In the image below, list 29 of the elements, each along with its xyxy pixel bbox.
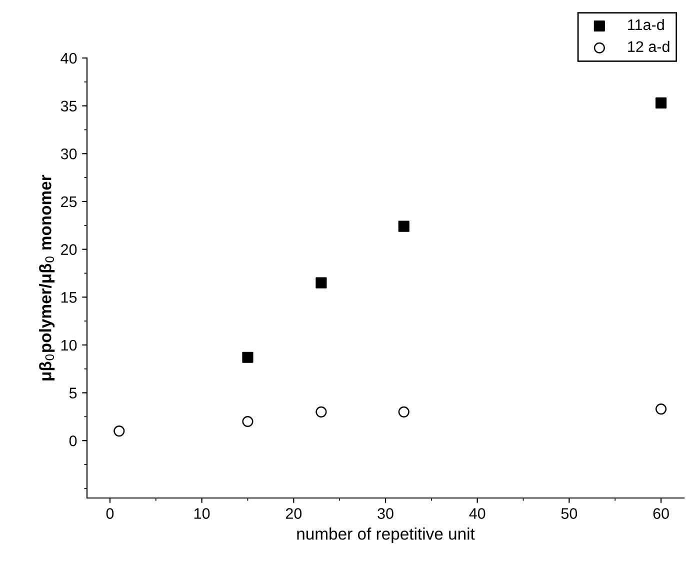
legend-label: 12 a-d — [628, 40, 670, 52]
y-tick-label: 15 — [61, 292, 77, 303]
point — [242, 416, 254, 428]
point — [656, 97, 667, 108]
x-tick-label: 30 — [378, 508, 394, 519]
legend-label: 11a-d — [628, 18, 664, 30]
point — [398, 406, 410, 418]
x-tick-label: 0 — [106, 508, 114, 519]
point — [242, 352, 254, 363]
y-tick-label: 0 — [69, 435, 77, 446]
y-tick-label: 35 — [60, 100, 77, 112]
y-axis-title: μβ$_{0}$polymer/μβ$_{0}$ monomer — [39, 174, 55, 380]
point — [398, 220, 410, 232]
point — [114, 426, 125, 437]
point — [656, 404, 667, 415]
x-tick-label: 40 — [469, 508, 486, 519]
y-tick-label: 5 — [69, 388, 77, 398]
x-tick-label: 10 — [194, 508, 210, 519]
x-tick-label: 50 — [561, 508, 578, 519]
y-tick-label: 20 — [61, 244, 77, 255]
x-axis-title: number of repetitive unit — [297, 528, 475, 544]
point — [316, 277, 327, 288]
y-tick-label: 10 — [61, 340, 77, 351]
x-tick-label: 60 — [653, 508, 669, 519]
y-tick-label: 25 — [61, 196, 77, 208]
y-tick-label: 30 — [60, 148, 77, 160]
y-tick-label: 40 — [60, 52, 77, 64]
x-tick-label: 20 — [286, 508, 302, 519]
point — [316, 406, 327, 418]
